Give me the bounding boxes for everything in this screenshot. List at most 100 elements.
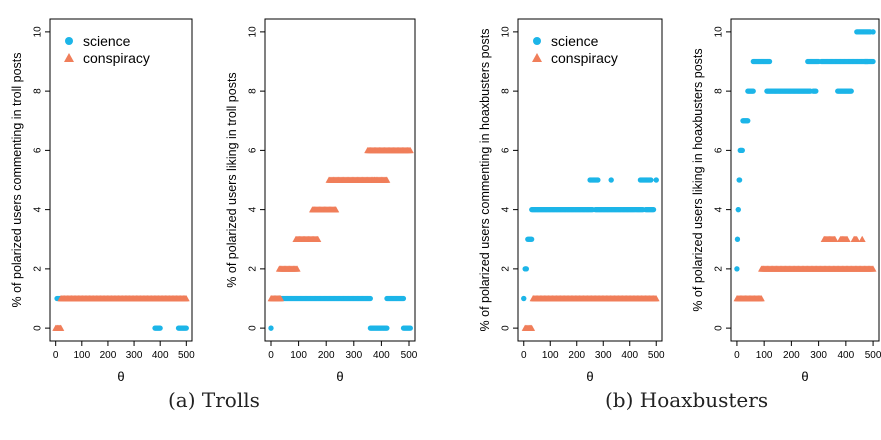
data-point-conspiracy (406, 146, 414, 154)
plot-frame (517, 18, 663, 342)
data-point-science (870, 58, 876, 65)
x-tick-label: 200 (318, 350, 335, 361)
data-point-science (653, 177, 659, 183)
caption-hoaxbusters: (b) Hoaxbusters (605, 388, 769, 412)
data-point-science (367, 295, 373, 302)
data-point-conspiracy (831, 235, 839, 242)
series-conspiracy (521, 295, 660, 331)
legend-entry-conspiracy: conspiracy (64, 50, 150, 66)
legend-marker-conspiracy (532, 53, 542, 62)
y-tick-label: 8 (248, 88, 259, 94)
data-point-conspiracy (652, 295, 660, 302)
y-tick-label: 6 (714, 147, 725, 153)
y-axis-label: % of polarized users commenting in troll… (10, 53, 24, 308)
legend-label-conspiracy: conspiracy (83, 50, 150, 66)
x-tick-label: 200 (100, 350, 117, 361)
y-tick-label: 4 (714, 206, 725, 212)
x-tick-label: 0 (268, 350, 274, 361)
x-tick-label: 500 (401, 350, 418, 361)
data-point-science (813, 88, 819, 94)
x-tick-label: 200 (783, 350, 800, 361)
y-tick-label: 4 (501, 206, 512, 212)
caption-trolls: (a) Trolls (168, 388, 260, 412)
y-tick-label: 0 (248, 325, 259, 331)
y-axis-label: % of polarized users liking in hoaxbuste… (691, 48, 705, 311)
data-point-conspiracy (869, 265, 877, 272)
data-point-science (734, 236, 741, 242)
y-axis-label: % of polarized users commenting in hoaxb… (478, 29, 492, 332)
legend-marker-science (533, 37, 541, 45)
data-point-science (737, 177, 743, 183)
x-axis-label: θ (801, 369, 808, 384)
x-tick-label: 0 (53, 350, 59, 361)
legend-entry-science: science (533, 33, 599, 49)
series-conspiracy (52, 295, 190, 331)
y-tick-label: 10 (248, 26, 259, 38)
x-tick-label: 300 (595, 350, 612, 361)
x-tick-label: 300 (126, 350, 143, 361)
series-science (54, 295, 189, 331)
x-tick-label: 0 (734, 350, 740, 361)
data-point-conspiracy (277, 295, 285, 302)
legend-label-science: science (551, 33, 599, 49)
y-tick-label: 10 (714, 26, 725, 38)
data-point-science (650, 207, 657, 213)
x-tick-label: 500 (865, 350, 881, 361)
data-point-conspiracy (843, 235, 851, 242)
x-tick-label: 100 (756, 350, 773, 361)
data-point-science (735, 207, 741, 213)
series-science (268, 295, 413, 331)
x-tick-label: 100 (542, 350, 559, 361)
data-point-science (750, 88, 756, 94)
series-science (521, 177, 659, 302)
data-point-science (745, 118, 751, 124)
y-tick-label: 8 (501, 88, 512, 94)
y-tick-label: 0 (714, 325, 725, 331)
y-tick-label: 2 (33, 266, 44, 272)
data-point-conspiracy (858, 235, 866, 242)
plot-frame (49, 18, 193, 342)
x-axis-label: θ (336, 369, 343, 384)
data-point-science (521, 295, 527, 302)
data-point-science (848, 88, 854, 94)
x-tick-label: 400 (152, 350, 169, 361)
y-tick-label: 4 (33, 206, 44, 212)
x-tick-label: 0 (521, 350, 527, 361)
x-tick-label: 200 (568, 350, 585, 361)
x-tick-label: 400 (621, 350, 638, 361)
y-tick-label: 2 (714, 266, 725, 272)
legend-entry-science: science (65, 33, 131, 49)
data-point-science (870, 29, 876, 35)
data-point-science (400, 295, 407, 302)
x-tick-label: 300 (810, 350, 827, 361)
y-tick-label: 6 (248, 147, 259, 153)
y-tick-label: 0 (501, 325, 512, 331)
legend-label-conspiracy: conspiracy (551, 50, 618, 66)
legend-label-science: science (83, 33, 131, 49)
x-tick-label: 300 (345, 350, 362, 361)
y-tick-label: 8 (33, 88, 44, 94)
data-point-science (407, 325, 413, 331)
data-point-conspiracy (528, 324, 536, 331)
x-tick-label: 100 (73, 350, 90, 361)
data-point-science (157, 325, 163, 331)
data-point-science (648, 177, 654, 183)
y-axis-label: % of polarized users liking in troll pos… (225, 72, 239, 287)
y-tick-label: 10 (33, 26, 44, 38)
data-point-science (268, 325, 274, 331)
x-axis-label: θ (586, 369, 593, 384)
y-tick-label: 10 (501, 26, 512, 38)
data-point-conspiracy (758, 295, 765, 302)
data-point-science (529, 236, 535, 242)
y-tick-label: 6 (33, 147, 44, 153)
x-axis-label: θ (117, 369, 124, 384)
data-point-science (595, 177, 601, 183)
data-point-conspiracy (853, 235, 861, 242)
y-tick-label: 4 (248, 206, 259, 212)
y-tick-label: 2 (248, 266, 259, 272)
legend-marker-science (65, 37, 73, 45)
plot-frame (264, 18, 416, 342)
y-tick-label: 0 (33, 325, 44, 331)
